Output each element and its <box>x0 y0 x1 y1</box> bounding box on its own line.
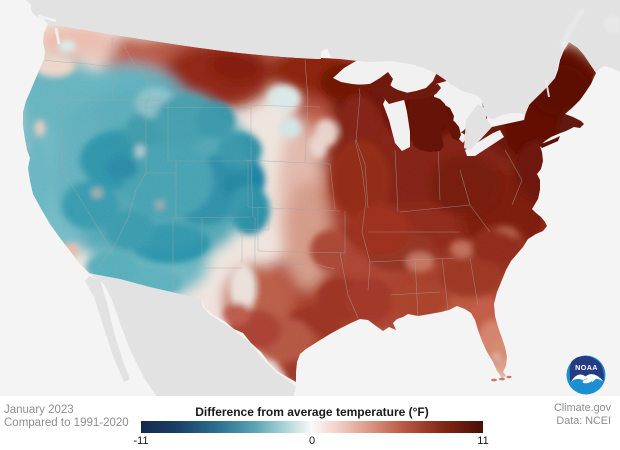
svg-text:Climate.gov: Climate.gov <box>554 402 612 414</box>
svg-text:January 2023: January 2023 <box>4 404 74 416</box>
svg-text:Difference from average temper: Difference from average temperature (°F) <box>195 405 429 419</box>
svg-text:NOAA: NOAA <box>575 363 598 372</box>
svg-text:Data: NCEI: Data: NCEI <box>556 415 611 427</box>
svg-text:Compared to 1991-2020: Compared to 1991-2020 <box>4 417 129 429</box>
svg-text:11: 11 <box>477 435 488 447</box>
svg-text:0: 0 <box>309 435 315 447</box>
svg-text:-11: -11 <box>133 435 148 447</box>
